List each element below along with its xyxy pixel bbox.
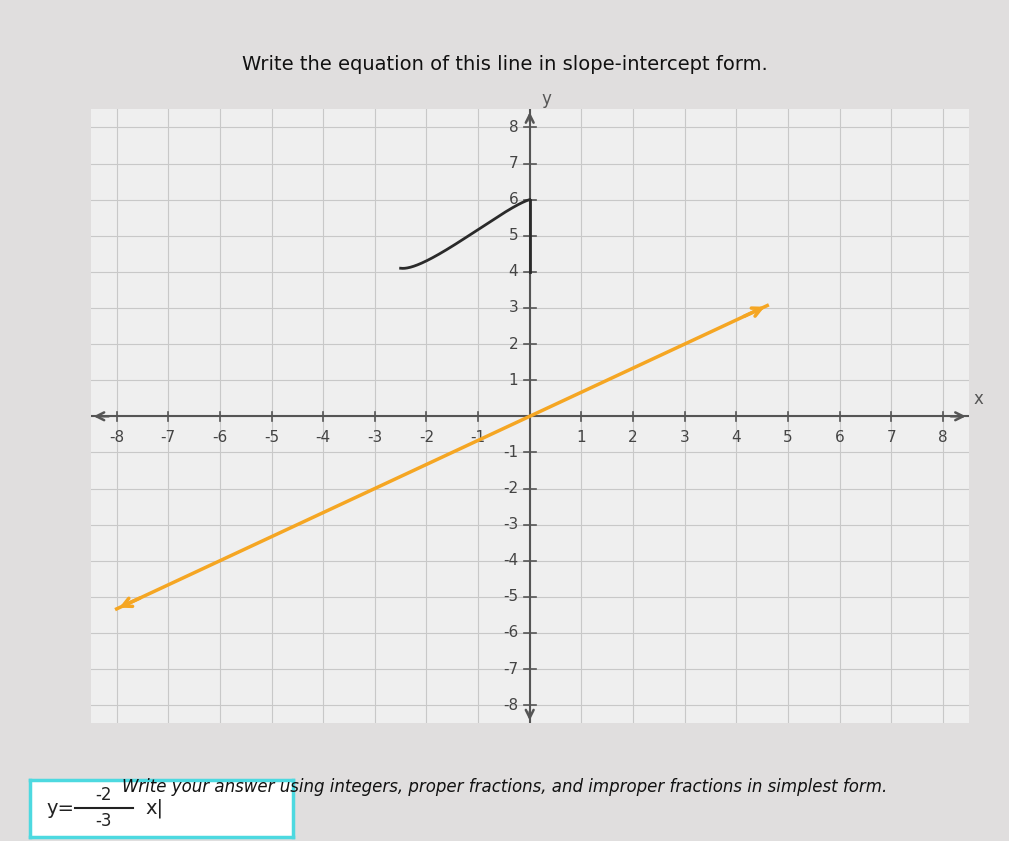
Text: -8: -8 — [503, 698, 519, 712]
Text: 3: 3 — [680, 430, 689, 445]
Text: -7: -7 — [503, 662, 519, 677]
Text: x: x — [974, 390, 984, 409]
Text: -7: -7 — [160, 430, 176, 445]
Text: -6: -6 — [503, 626, 519, 641]
Text: 5: 5 — [783, 430, 793, 445]
Text: -2: -2 — [503, 481, 519, 496]
Text: -6: -6 — [212, 430, 227, 445]
Text: -3: -3 — [96, 812, 112, 830]
Text: Write the equation of this line in slope-intercept form.: Write the equation of this line in slope… — [241, 55, 768, 74]
Text: 3: 3 — [509, 300, 519, 315]
Text: -1: -1 — [470, 430, 485, 445]
Text: -1: -1 — [503, 445, 519, 460]
Text: 6: 6 — [834, 430, 845, 445]
Text: -4: -4 — [503, 553, 519, 569]
Text: 4: 4 — [509, 264, 519, 279]
Text: -5: -5 — [264, 430, 279, 445]
Text: -5: -5 — [503, 590, 519, 605]
Text: 8: 8 — [509, 120, 519, 135]
Text: -8: -8 — [109, 430, 124, 445]
Text: -4: -4 — [316, 430, 331, 445]
Text: y=: y= — [46, 799, 74, 817]
Text: Write your answer using integers, proper fractions, and improper fractions in si: Write your answer using integers, proper… — [122, 778, 887, 796]
Text: -2: -2 — [419, 430, 434, 445]
Text: 1: 1 — [576, 430, 586, 445]
Text: 5: 5 — [509, 228, 519, 243]
Text: 2: 2 — [509, 336, 519, 352]
Text: y: y — [541, 89, 551, 108]
Text: 1: 1 — [509, 373, 519, 388]
Text: -3: -3 — [367, 430, 382, 445]
Text: 7: 7 — [886, 430, 896, 445]
Text: -3: -3 — [503, 517, 519, 532]
Text: x|: x| — [145, 798, 163, 818]
Text: 2: 2 — [629, 430, 638, 445]
Text: 7: 7 — [509, 156, 519, 171]
Text: 6: 6 — [509, 192, 519, 207]
Text: -2: -2 — [96, 786, 112, 804]
Text: 4: 4 — [732, 430, 741, 445]
Text: 8: 8 — [938, 430, 947, 445]
